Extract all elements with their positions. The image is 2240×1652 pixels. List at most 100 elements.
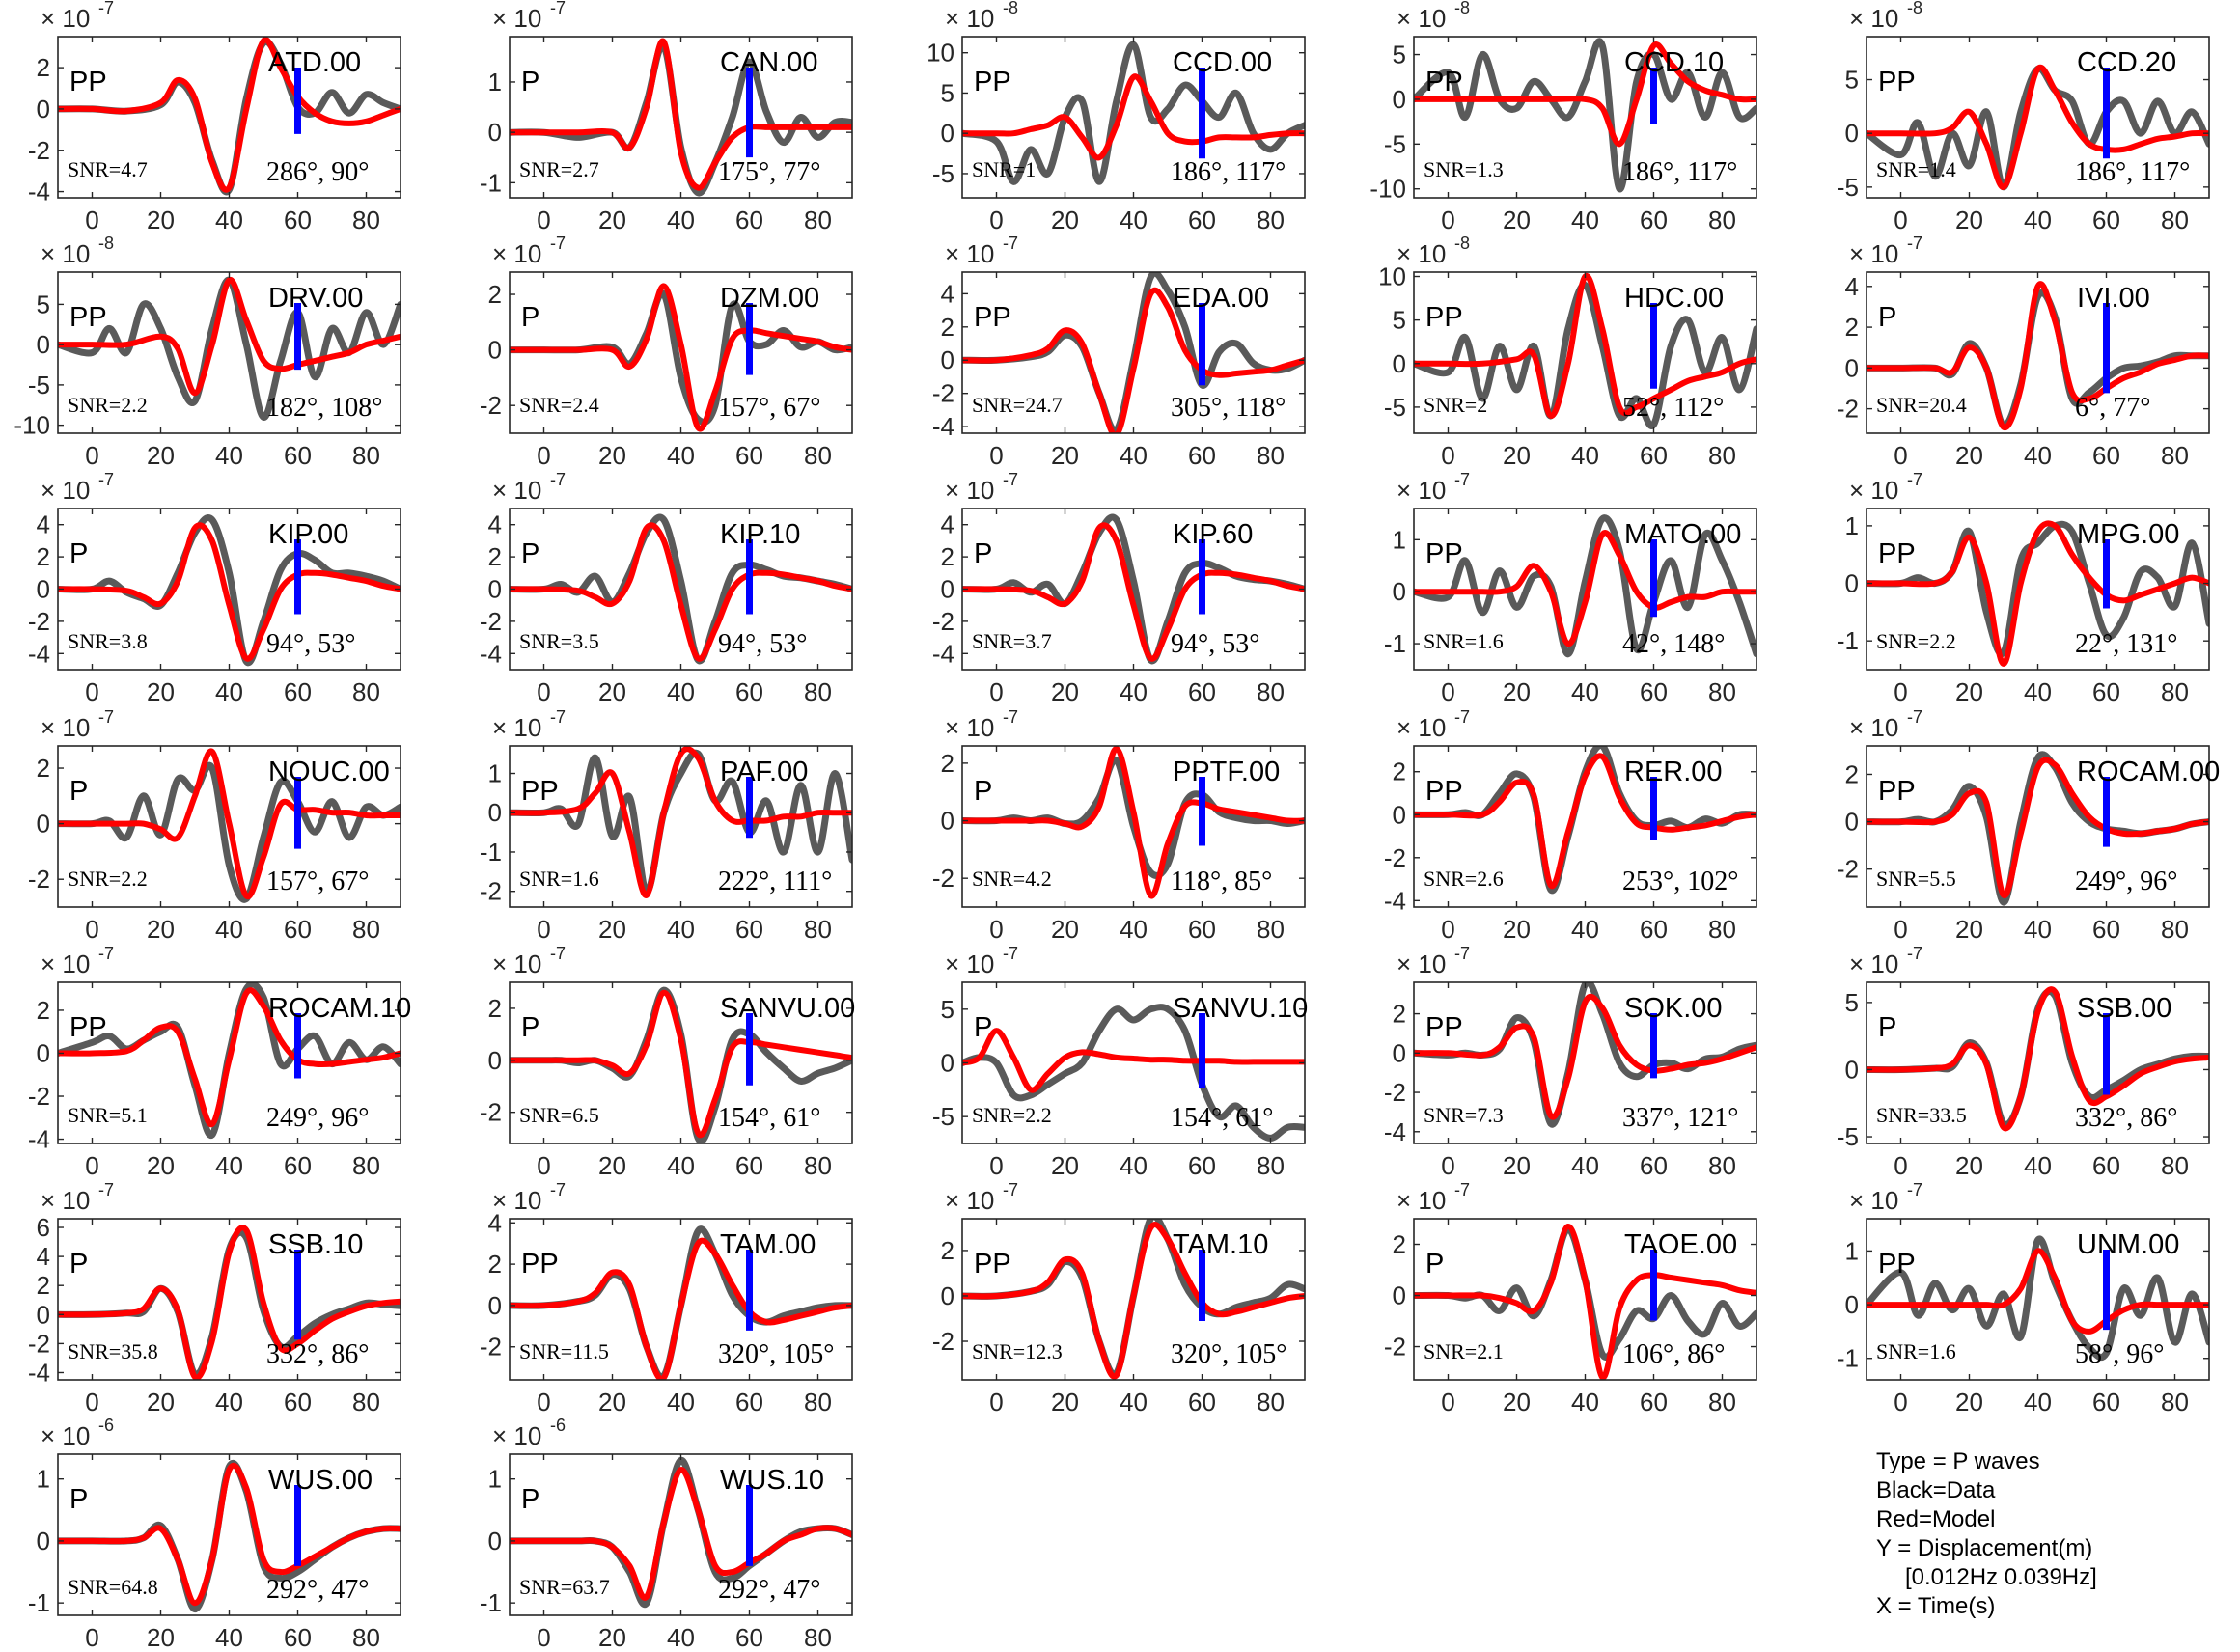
x-tick-label: 40 <box>667 1388 695 1417</box>
station-label: SSB.00 <box>2077 993 2171 1024</box>
y-tick-label: 0 <box>941 807 954 836</box>
y-tick-label: -4 <box>28 1358 50 1387</box>
legend-x: X = Time(s) <box>1876 1593 1996 1619</box>
y-tick-label: 0 <box>488 1046 502 1075</box>
y-tick-label: 6 <box>37 1213 50 1242</box>
y-tick-label: 0 <box>488 118 502 147</box>
y-tick-label: -10 <box>1369 175 1406 204</box>
x-tick-label: 80 <box>2161 1151 2189 1180</box>
x-tick-label: 80 <box>352 441 380 470</box>
x-tick-label: 40 <box>215 206 243 234</box>
angles-label: 58°, 96° <box>2075 1339 2164 1369</box>
y-exponent-power: -8 <box>1003 0 1018 17</box>
snr-label: SNR=1 <box>972 157 1036 181</box>
x-tick-label: 60 <box>284 915 312 944</box>
snr-label: SNR=63.7 <box>519 1575 610 1599</box>
angles-label: 94°, 53° <box>1171 629 1259 659</box>
x-tick-label: 0 <box>1894 1388 1907 1417</box>
x-tick-label: 40 <box>1120 1151 1148 1180</box>
plot-area <box>58 37 401 198</box>
phase-label: P <box>974 776 992 807</box>
y-exponent: × 10 <box>1397 950 1446 978</box>
plot-area <box>510 37 852 198</box>
x-tick-label: 0 <box>1894 915 1907 944</box>
legend: Type = P waves Black=Data Red=Model Y = … <box>1876 1447 2224 1621</box>
x-tick-label: 60 <box>735 1151 763 1180</box>
x-tick-label: 40 <box>667 206 695 234</box>
station-label: ROCAM.00 <box>2077 757 2220 787</box>
model-trace <box>1867 64 2209 190</box>
phase-label: P <box>69 1484 88 1515</box>
x-tick-label: 40 <box>1571 1151 1599 1180</box>
traces <box>510 513 852 665</box>
x-tick-label: 20 <box>147 1151 175 1180</box>
x-tick-label: 80 <box>1257 206 1285 234</box>
y-tick-label: 1 <box>488 68 502 96</box>
y-tick-label: 2 <box>1845 759 1859 788</box>
y-tick-label: 2 <box>941 1236 954 1265</box>
x-tick-label: 40 <box>2024 206 2052 234</box>
model-trace <box>510 746 852 898</box>
x-tick-label: 20 <box>598 206 626 234</box>
x-tick-label: 40 <box>1571 1388 1599 1417</box>
station-label: KIP.00 <box>268 519 348 550</box>
traces <box>1867 281 2209 430</box>
angles-label: 94°, 53° <box>266 629 355 659</box>
y-tick-label: 4 <box>488 510 502 539</box>
x-tick-label: 80 <box>804 1151 832 1180</box>
x-tick-label: 80 <box>1708 1388 1736 1417</box>
angles-label: 186°, 117° <box>2075 157 2190 187</box>
angles-label: 182°, 108° <box>266 393 382 423</box>
x-tick-label: 80 <box>352 206 380 234</box>
traces <box>510 1225 852 1380</box>
x-tick-label: 0 <box>1441 441 1454 470</box>
x-tick-label: 0 <box>85 1388 98 1417</box>
model-trace <box>510 38 852 191</box>
y-tick-label: 5 <box>1845 988 1859 1017</box>
y-tick-label: -2 <box>28 136 50 165</box>
angles-label: 6°, 77° <box>2075 393 2150 423</box>
y-tick-label: -2 <box>28 1329 50 1358</box>
y-tick-label: 5 <box>1845 66 1859 95</box>
y-exponent: × 10 <box>492 4 541 33</box>
data-trace <box>962 41 1305 185</box>
station-label: ROCAM.10 <box>268 993 411 1024</box>
y-tick-label: -2 <box>932 1327 954 1356</box>
x-tick-label: 80 <box>1257 441 1285 470</box>
y-tick-label: 0 <box>941 1281 954 1310</box>
model-trace <box>1414 41 1756 148</box>
x-tick-label: 20 <box>147 1623 175 1652</box>
y-tick-label: 2 <box>1393 757 1406 786</box>
y-tick-label: -4 <box>1384 1117 1406 1146</box>
traces <box>58 276 401 421</box>
traces <box>1867 1235 2209 1361</box>
snr-label: SNR=2.7 <box>519 157 599 181</box>
x-tick-label: 20 <box>1955 1388 1983 1417</box>
y-tick-label: -4 <box>28 639 50 668</box>
x-tick-label: 60 <box>1188 1388 1216 1417</box>
y-tick-label: -5 <box>932 1102 954 1131</box>
x-tick-label: 0 <box>537 1388 550 1417</box>
x-tick-label: 20 <box>147 677 175 706</box>
angles-label: 154°, 61° <box>718 1103 820 1133</box>
data-trace <box>1867 1235 2209 1361</box>
x-tick-label: 80 <box>1257 915 1285 944</box>
panel-ccd-00: 0 20 40 60 80 10 5 0 -5 × 10 -8 PP CCD.00 SNR=1 186°, … <box>926 0 1306 234</box>
y-tick-label: 4 <box>488 1208 502 1237</box>
traces <box>510 746 852 898</box>
snr-label: SNR=2.2 <box>68 867 148 891</box>
angles-label: 222°, 111° <box>718 867 832 896</box>
station-label: SOK.00 <box>1624 993 1723 1024</box>
x-tick-label: 0 <box>1441 915 1454 944</box>
phase-label: PP <box>69 1012 107 1043</box>
station-label: PPTF.00 <box>1173 757 1280 787</box>
x-tick-label: 80 <box>352 1388 380 1417</box>
y-exponent: × 10 <box>41 239 90 268</box>
y-tick-label: -4 <box>28 178 50 206</box>
snr-label: SNR=33.5 <box>1876 1103 1967 1127</box>
angles-label: 186°, 117° <box>1622 157 1737 187</box>
x-tick-label: 80 <box>352 677 380 706</box>
angles-label: 332°, 86° <box>266 1339 369 1369</box>
x-tick-label: 40 <box>2024 677 2052 706</box>
